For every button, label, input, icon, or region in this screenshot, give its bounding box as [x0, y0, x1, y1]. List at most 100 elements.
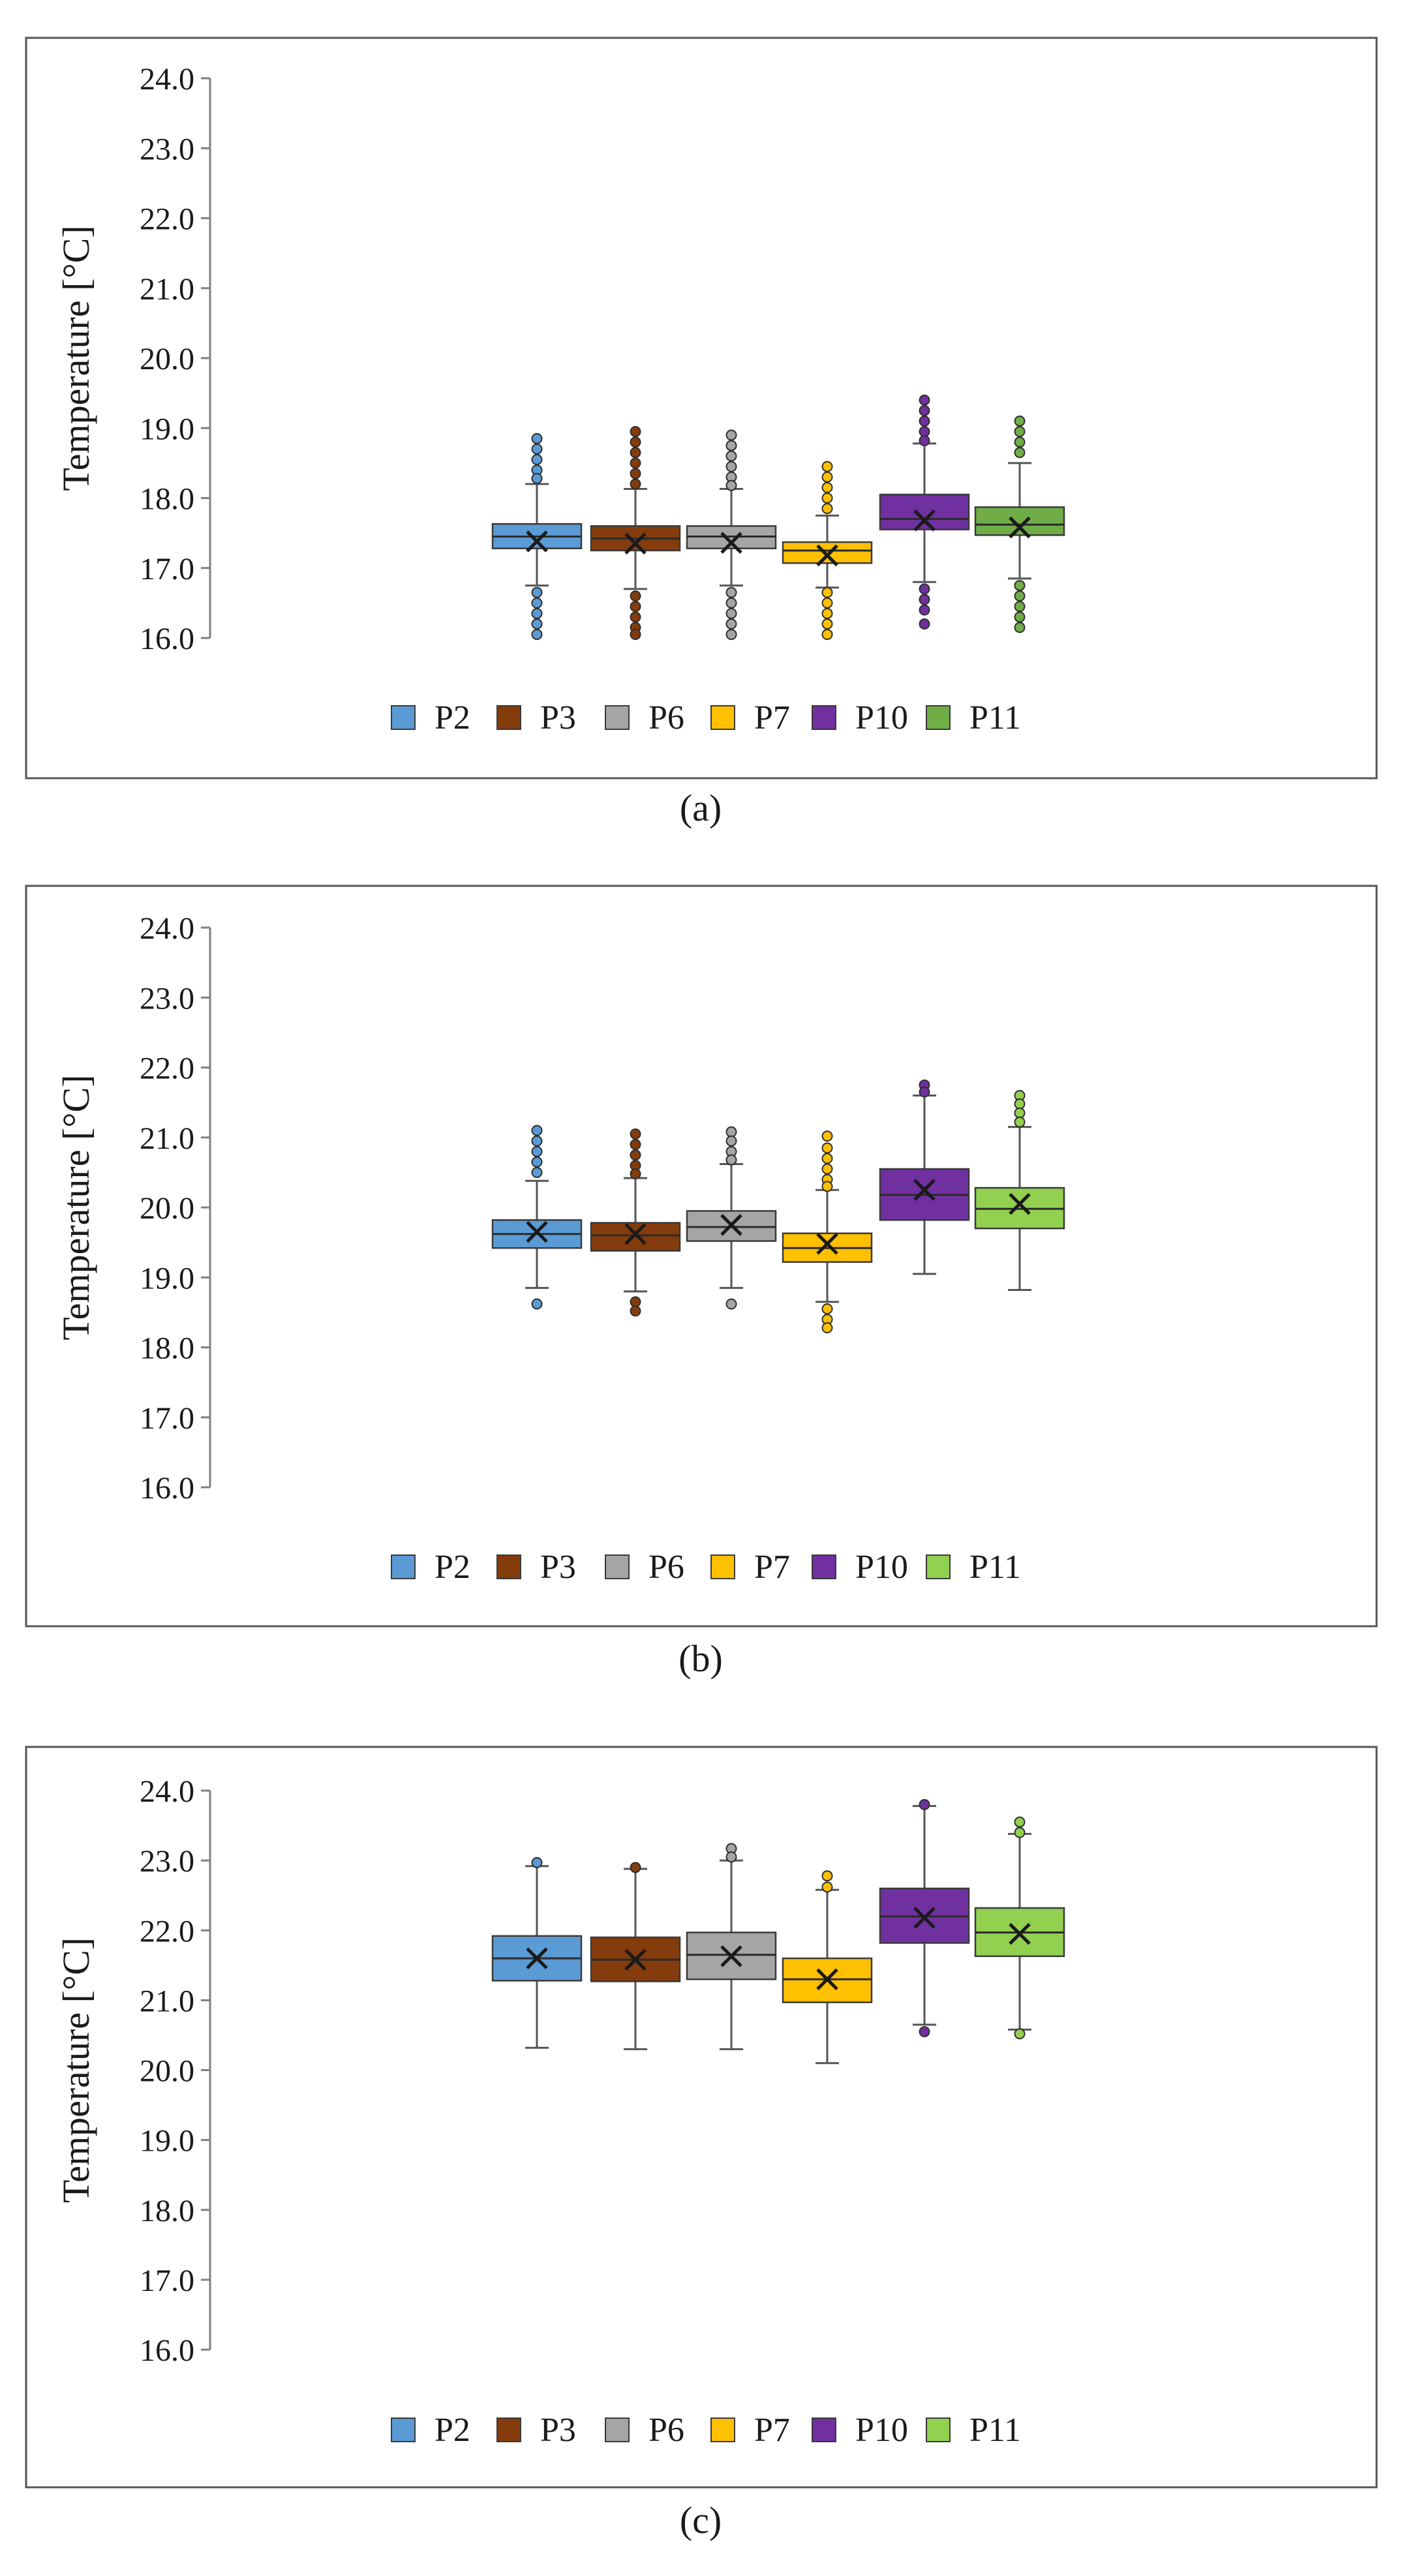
box-P6 [686, 1843, 777, 2050]
legend-label-P7: P7 [754, 2412, 790, 2449]
iqr-box [590, 1222, 681, 1252]
outlier-point [531, 586, 543, 598]
outlier-point [1014, 447, 1026, 459]
outlier-point [1014, 2028, 1026, 2040]
outlier-point [725, 586, 737, 598]
y-tick-label: 19.0 [140, 2124, 194, 2159]
outlier-point [725, 1851, 737, 1863]
outlier-point [630, 1149, 641, 1161]
outlier-point [531, 1156, 543, 1168]
legend-swatch-P6 [605, 2417, 630, 2442]
legend-label-P3: P3 [540, 699, 576, 736]
y-axis-title: Temperature [°C] [55, 225, 97, 491]
y-tick-label: 23.0 [140, 981, 194, 1016]
iqr-box [879, 493, 970, 531]
box-P11 [974, 416, 1065, 633]
y-tick-label: 17.0 [140, 1401, 194, 1436]
mean-marker [526, 1220, 548, 1243]
y-tick-label: 19.0 [140, 412, 194, 446]
box-P2 [491, 1125, 583, 1310]
mean-marker [816, 1968, 838, 1991]
outlier-point [821, 1322, 833, 1333]
outlier-point [531, 629, 543, 641]
outlier-point [919, 583, 930, 595]
box-P3 [590, 1128, 681, 1317]
outlier-point [821, 461, 833, 472]
legend-label-P2: P2 [434, 1549, 470, 1586]
outlier-point [531, 443, 543, 455]
outlier-point [821, 629, 833, 641]
outlier-point [531, 1135, 543, 1147]
legend-swatch-P3 [496, 1554, 521, 1579]
outlier-point [531, 1298, 543, 1310]
legend-label-P2: P2 [434, 699, 470, 736]
outlier-point [1014, 1826, 1026, 1838]
outlier-point [919, 2026, 930, 2038]
legend-label-P10: P10 [855, 1549, 908, 1586]
outlier-point [630, 468, 641, 479]
box-P7 [782, 1130, 873, 1333]
outlier-point [821, 1870, 833, 1882]
outlier-point [725, 1126, 737, 1138]
legend-label-P11: P11 [969, 2412, 1021, 2449]
mean-marker [720, 1945, 742, 1967]
mean-marker [816, 544, 838, 567]
legend-label-P2: P2 [434, 2412, 470, 2449]
outlier-point [1014, 1098, 1026, 1110]
mean-marker [1009, 516, 1031, 539]
box-P10 [879, 1798, 970, 2038]
y-tick-label: 24.0 [140, 62, 194, 97]
outlier-point [630, 611, 641, 623]
legend-swatch-P7 [710, 705, 735, 730]
outlier-point [919, 394, 930, 406]
outlier-point [1014, 1116, 1026, 1128]
outlier-point [725, 629, 737, 641]
chart-frame [25, 37, 1378, 780]
box-P7 [782, 461, 873, 641]
outlier-point [725, 461, 737, 472]
legend-label-P7: P7 [754, 699, 790, 736]
outlier-point [919, 1798, 930, 1810]
outlier-point [1014, 611, 1026, 623]
legend-label-P6: P6 [648, 2412, 684, 2449]
y-tick-label: 21.0 [140, 1984, 194, 2018]
outlier-point [630, 1862, 641, 1873]
outlier-point [531, 1125, 543, 1136]
outlier-point [821, 1163, 833, 1175]
outlier-point [821, 1303, 833, 1315]
mean-marker [913, 1179, 936, 1201]
chart-panel-b: 24.0 23.0 22.0 21.0 20.0 19.0 18.0 17.0 16.0 Temp… [25, 885, 1378, 1628]
legend-label-P3: P3 [540, 1549, 576, 1586]
legend-label-P10: P10 [855, 699, 908, 736]
y-tick-label: 22.0 [140, 1914, 194, 1948]
outlier-point [630, 436, 641, 448]
legend-swatch-P11 [926, 1554, 951, 1579]
legend: P2 P3 P6 P7 P10 P11 [391, 2412, 1021, 2449]
mean-marker [816, 1233, 838, 1255]
outlier-point [1014, 590, 1026, 602]
y-tick-label: 24.0 [140, 1774, 194, 1809]
mean-marker [913, 1907, 936, 1929]
legend-swatch-P6 [605, 1554, 630, 1579]
outlier-point [630, 447, 641, 459]
outlier-point [821, 1130, 833, 1142]
y-tick-label: 20.0 [140, 342, 194, 376]
outlier-point [630, 1138, 641, 1150]
box-P2 [491, 1856, 583, 2049]
iqr-box [974, 506, 1065, 536]
y-tick-label: 23.0 [140, 132, 194, 166]
legend-swatch-P2 [391, 1554, 416, 1579]
legend-swatch-P7 [710, 1554, 735, 1579]
outlier-point [919, 416, 930, 427]
legend-label-P11: P11 [969, 699, 1021, 736]
legend-label-P10: P10 [855, 2412, 908, 2449]
outlier-point [725, 1154, 737, 1166]
y-tick-label: 22.0 [140, 202, 194, 237]
outlier-point [1014, 601, 1026, 613]
y-tick-label: 18.0 [140, 2194, 194, 2228]
outlier-point [630, 1168, 641, 1180]
outlier-point [919, 604, 930, 616]
chart-frame [25, 1746, 1378, 2489]
outlier-point [725, 440, 737, 451]
